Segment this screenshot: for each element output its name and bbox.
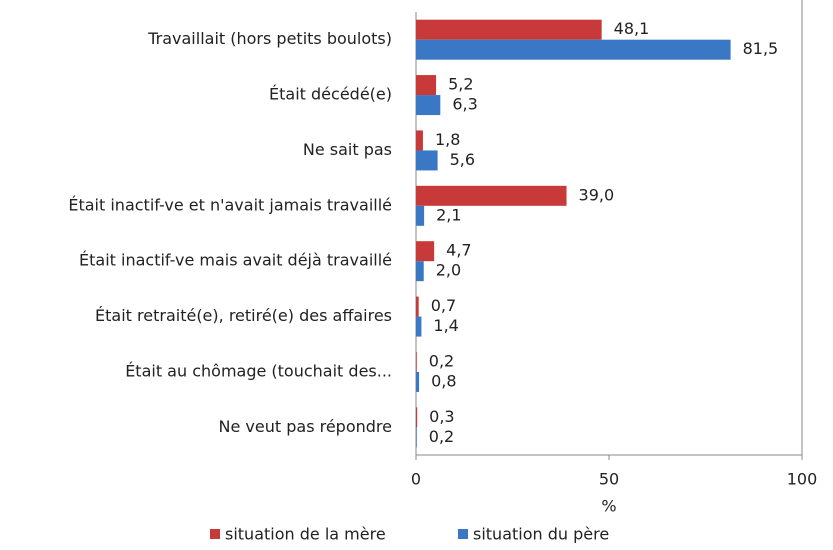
value-label: 0,3 (429, 407, 454, 426)
value-label: 81,5 (743, 39, 779, 58)
category-label: Était au chômage (touchait des... (125, 361, 392, 380)
bar (416, 95, 441, 116)
category-label: Ne sait pas (303, 140, 392, 159)
category-label: Travaillait (hors petits boulots) (147, 29, 392, 48)
value-label: 0,7 (431, 296, 456, 315)
bar (416, 19, 602, 40)
value-label: 48,1 (614, 19, 650, 38)
category-label: Était décédé(e) (269, 85, 392, 104)
category-label: Était inactif-ve mais avait déjà travail… (79, 251, 392, 270)
x-tick-label: 50 (599, 470, 619, 489)
category-label: Ne veut pas répondre (219, 417, 392, 436)
bar (416, 241, 435, 262)
x-axis-label: % (601, 497, 616, 516)
value-label: 5,2 (448, 75, 473, 94)
value-label: 0,8 (431, 371, 456, 390)
bar (416, 75, 437, 96)
bar (416, 427, 417, 448)
legend-swatch (458, 529, 468, 539)
legend-label: situation de la mère (225, 525, 386, 544)
legend-label: situation du père (473, 525, 609, 544)
value-label: 1,4 (433, 316, 458, 335)
category-label: Était inactif-ve et n'avait jamais trava… (68, 195, 392, 214)
bar (416, 296, 419, 317)
value-label: 39,0 (579, 185, 615, 204)
x-tick-label: 100 (787, 470, 818, 489)
bar (416, 316, 422, 337)
bar (416, 130, 423, 151)
value-label: 1,8 (435, 130, 460, 149)
x-tick-label: 0 (411, 470, 421, 489)
bar (416, 351, 417, 372)
value-label: 2,0 (436, 261, 461, 280)
bar (416, 407, 418, 428)
bar (416, 150, 438, 171)
bar (416, 371, 420, 392)
bar (416, 205, 425, 226)
value-label: 6,3 (452, 95, 477, 114)
value-label: 0,2 (429, 427, 454, 446)
value-label: 0,2 (429, 351, 454, 370)
value-label: 5,6 (450, 150, 475, 169)
value-label: 4,7 (446, 241, 471, 260)
bar (416, 185, 567, 206)
category-label: Était retraité(e), retiré(e) des affaire… (95, 306, 392, 325)
bar (416, 39, 731, 60)
value-label: 2,1 (436, 205, 461, 224)
bar (416, 261, 424, 282)
legend-swatch (210, 529, 220, 539)
